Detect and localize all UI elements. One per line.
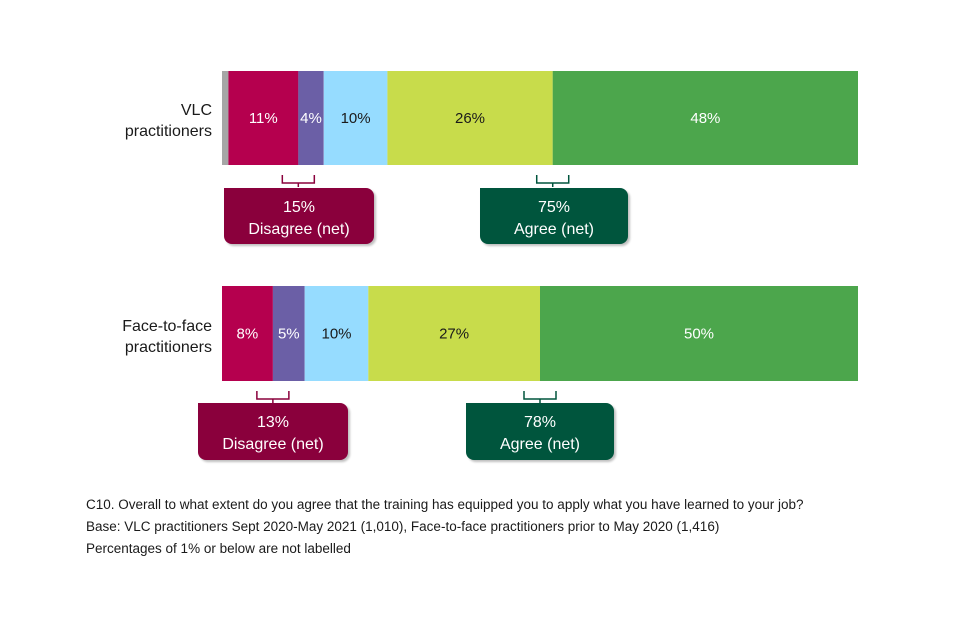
- net-disagree-label-vlc: Disagree (net): [248, 221, 350, 238]
- bar-label-f2f-5: 50%: [684, 326, 714, 343]
- bar-segment-f2f-2: [272, 286, 305, 381]
- bar-segment-f2f-3: [304, 286, 369, 381]
- footnote-base: Base: VLC practitioners Sept 2020-May 20…: [86, 519, 720, 534]
- net-disagree-value-vlc: 15%: [282, 199, 316, 216]
- net-disagree-label-f2f: Disagree (net): [222, 436, 324, 453]
- bar-segment-f2f-5: [540, 286, 858, 381]
- bar-label-vlc-4: 26%: [455, 110, 485, 127]
- row-label-vlc: VLC practitioners: [124, 102, 212, 140]
- net-agree-box-vlc: 75% Agree (net): [480, 188, 628, 244]
- net-disagree-box-vlc: 15% Disagree (net): [224, 188, 374, 244]
- bar-label-vlc-3: 10%: [341, 110, 371, 127]
- net-disagree-value-f2f: 13%: [256, 414, 290, 431]
- bar-label-vlc-1: 11%: [249, 110, 278, 127]
- chart-plot: 11% 4% 10% 26% 48% 8% 5% 10% 27% 50%: [222, 71, 858, 403]
- net-disagree-box-f2f: 13% Disagree (net): [198, 403, 348, 460]
- bar-segment-vlc-5: [552, 71, 858, 165]
- bar-label-f2f-2: 5%: [278, 326, 300, 343]
- net-agree-value-vlc: 75%: [537, 199, 571, 216]
- net-bracket-disagree-vlc: [281, 175, 316, 187]
- net-agree-label-f2f: Agree (net): [499, 436, 581, 453]
- bar-label-f2f-4: 27%: [439, 326, 469, 343]
- bar-label-vlc-2: 4%: [300, 110, 322, 127]
- bar-segment-f2f-1: [222, 286, 273, 381]
- footnote-question: C10. Overall to what extent do you agree…: [86, 497, 804, 512]
- bar-label-f2f-3: 10%: [321, 326, 351, 343]
- bar-label-f2f-1: 8%: [237, 326, 259, 343]
- stacked-bar-chart: 11% 4% 10% 26% 48% 8% 5% 10% 27% 50%: [222, 71, 858, 403]
- bar-segment-vlc-2: [298, 71, 324, 165]
- net-agree-label-vlc: Agree (net): [513, 221, 595, 238]
- bar-label-vlc-5: 48%: [690, 110, 720, 127]
- net-agree-value-f2f: 78%: [523, 414, 557, 431]
- net-bracket-agree-vlc: [535, 175, 570, 187]
- bar-segment-vlc-4: [387, 71, 553, 165]
- footnote-note: Percentages of 1% or below are not label…: [86, 541, 351, 556]
- row-label-face-to-face: Face-to-face practitioners: [122, 318, 212, 356]
- bar-segment-vlc-3: [323, 71, 388, 165]
- net-bracket-agree-f2f: [523, 391, 557, 403]
- bar-segment-vlc-1: [228, 71, 299, 165]
- net-bracket-disagree-f2f: [256, 391, 290, 403]
- bar-segment-f2f-4: [368, 286, 540, 381]
- bar-segment-vlc-0: [222, 71, 229, 165]
- net-agree-box-f2f: 78% Agree (net): [466, 403, 614, 460]
